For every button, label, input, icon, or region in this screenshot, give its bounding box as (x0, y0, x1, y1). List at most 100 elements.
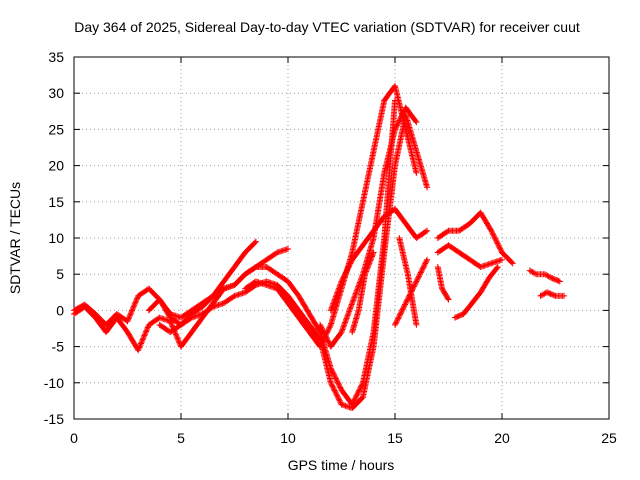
data-point (285, 245, 291, 252)
data-point (413, 119, 420, 126)
data-point (349, 308, 362, 336)
data-point (359, 149, 377, 205)
data-point (404, 271, 420, 327)
data-point (477, 276, 492, 296)
data-point (509, 260, 516, 267)
data-point (556, 278, 563, 285)
data-point (548, 274, 562, 284)
data-point (295, 314, 312, 335)
x-tick-label: 5 (177, 430, 185, 446)
data-point (477, 209, 494, 233)
data-point (359, 345, 377, 401)
data-point (124, 294, 141, 325)
data-point (402, 220, 419, 240)
chart-title: Day 364 of 2025, Sidereal Day-to-day VTE… (74, 19, 580, 35)
data-point (199, 304, 215, 318)
data-point (424, 184, 431, 191)
data-point (469, 290, 483, 307)
series-track-8 (349, 249, 377, 336)
data-point (145, 297, 162, 314)
data-point (488, 257, 504, 267)
data-point (295, 307, 312, 327)
y-tick-label: 35 (48, 49, 64, 65)
data-point (220, 265, 237, 285)
data-point (338, 257, 355, 285)
data-point (242, 264, 258, 278)
data-point (188, 315, 205, 336)
y-tick-label: 0 (56, 302, 64, 318)
data-point (439, 285, 451, 302)
data-point (156, 296, 173, 316)
data-point (113, 314, 130, 335)
data-point (92, 314, 109, 335)
data-point (145, 285, 162, 302)
data-point (402, 126, 420, 175)
data-point (392, 301, 409, 328)
x-tick-labels: 0 5 10 15 20 25 (70, 430, 617, 446)
data-point (355, 272, 368, 314)
data-point (413, 228, 429, 241)
data-point (392, 206, 408, 226)
data-point (362, 250, 377, 278)
data-point (285, 292, 301, 313)
series-track-14 (451, 263, 501, 321)
data-point (188, 304, 205, 318)
data-point (402, 104, 419, 125)
data-point (486, 265, 500, 281)
y-tick-label: 10 (48, 230, 64, 246)
data-point (445, 242, 462, 255)
data-point (349, 243, 366, 263)
y-tick-label: -10 (44, 375, 64, 391)
x-axis-label: GPS time / hours (288, 457, 395, 473)
data-point (349, 395, 365, 412)
data-point (413, 321, 420, 328)
data-point (178, 308, 194, 321)
data-point (188, 300, 205, 314)
data-point (370, 98, 387, 155)
data-point (327, 330, 344, 350)
data-point (499, 256, 505, 263)
data-point (488, 227, 505, 255)
series-track-12 (434, 209, 516, 267)
data-point (543, 289, 558, 299)
data-point (456, 249, 472, 262)
data-point (274, 282, 291, 298)
data-point (541, 271, 553, 281)
data-point (460, 301, 475, 318)
y-tick-label: 30 (48, 85, 64, 101)
y-tick-label: -15 (44, 411, 64, 427)
data-point (370, 250, 388, 350)
data-point (402, 111, 419, 153)
data-point (178, 315, 194, 328)
data-point (424, 227, 431, 234)
data-point (434, 263, 445, 291)
series-track-7 (327, 206, 431, 314)
y-tick-label: 25 (48, 121, 64, 137)
data-point (494, 263, 501, 270)
y-tick-label: 15 (48, 194, 64, 210)
series-track-15 (526, 267, 563, 285)
data-point (338, 301, 355, 336)
data-point (242, 282, 258, 296)
data-point (424, 256, 431, 263)
series-track-10 (396, 235, 420, 328)
data-point (396, 235, 411, 276)
x-tick-label: 0 (70, 430, 78, 446)
y-tick-label: -5 (52, 339, 65, 355)
data-point (370, 214, 387, 234)
data-point (413, 257, 430, 285)
x-tick-label: 20 (494, 430, 510, 446)
data-point (210, 286, 226, 299)
data-point (242, 239, 258, 256)
data-point (359, 228, 376, 249)
x-tick-label: 25 (601, 430, 617, 446)
series-track-6 (317, 104, 420, 350)
data-point (295, 292, 312, 316)
data-point (274, 285, 291, 306)
data-point (445, 296, 452, 303)
data-point (178, 330, 194, 350)
series-track-3 (145, 97, 398, 408)
y-tick-label: 20 (48, 158, 64, 174)
data-point (103, 315, 119, 336)
